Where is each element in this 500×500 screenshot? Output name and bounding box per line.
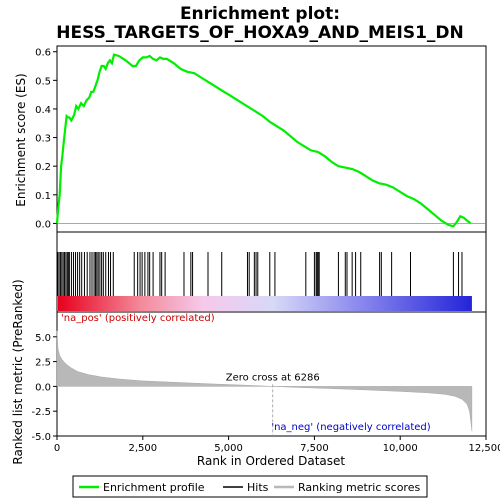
rank-y-tick-label: 0.0 [35,382,51,393]
zero-cross-label: Zero cross at 6286 [226,372,320,383]
enrichment-plot-area [56,45,487,233]
negative-correlation-label: 'na_neg' (negatively correlated) [271,422,430,433]
es-y-tick-label: 0.3 [35,134,51,145]
rank-y-tick-label: -2.5 [31,407,51,418]
x-tick-label: 12,500 [469,443,500,454]
rank-y-tick-label: 5.0 [35,333,51,344]
x-axis-ticks: 0 2,500 5,000 7,500 10,000 12,500 [54,436,500,454]
legend-label-hits: Hits [247,481,269,494]
x-tick-label: 5,000 [214,443,243,454]
es-y-tick-label: 0.2 [35,162,51,173]
es-y-tick-label: 0.0 [35,219,51,230]
enrichment-profile-line [55,53,472,228]
x-tick-label: 10,000 [383,443,418,454]
rank-y-tick-label: 2.5 [35,358,51,369]
x-tick-label: 0 [54,443,60,454]
ranked-plot-area [56,311,487,437]
rank-gradient-bar [58,296,472,311]
legend-box [72,475,428,498]
hits-panel [56,231,487,313]
es-y-tick-label: 0.6 [35,48,51,59]
x-axis-label: Rank in Ordered Dataset [197,454,345,468]
enrichment-panel: 0.0 0.1 0.2 0.3 0.4 0.5 0.6 Enrichment score (… [14,45,487,233]
ranked-metric-panel: -5.0 -2.5 0.0 2.5 5.0 Zero cross at 6286 'na… [11,279,487,465]
legend-label-enrichment: Enrichment profile [103,481,205,494]
chart-title-line1: Enrichment plot: [180,4,340,24]
x-tick-label: 2,500 [128,443,157,454]
chart-title-line2: HESS_TARGETS_OF_HOXA9_AND_MEIS1_DN [56,23,464,43]
x-tick-label: 7,500 [300,443,329,454]
hit-markers [57,252,463,296]
es-y-tick-label: 0.5 [35,76,51,87]
legend-label-ranking: Ranking metric scores [298,481,420,494]
es-y-axis-label: Enrichment score (ES) [14,73,28,206]
positive-correlation-label: 'na_pos' (positively correlated) [61,313,215,324]
es-y-tick-label: 0.1 [35,191,51,202]
ranking-metric-area [56,330,473,432]
rank-y-axis-ticks: -5.0 -2.5 0.0 2.5 5.0 [31,333,57,443]
rank-y-tick-label: -5.0 [31,432,51,443]
legend: Enrichment profile Hits Ranking metric s… [72,475,428,498]
rank-y-axis-label: Ranked list metric (PreRanked) [11,279,25,464]
es-y-axis-ticks: 0.0 0.1 0.2 0.3 0.4 0.5 0.6 [35,48,57,230]
es-y-tick-label: 0.4 [35,105,51,116]
